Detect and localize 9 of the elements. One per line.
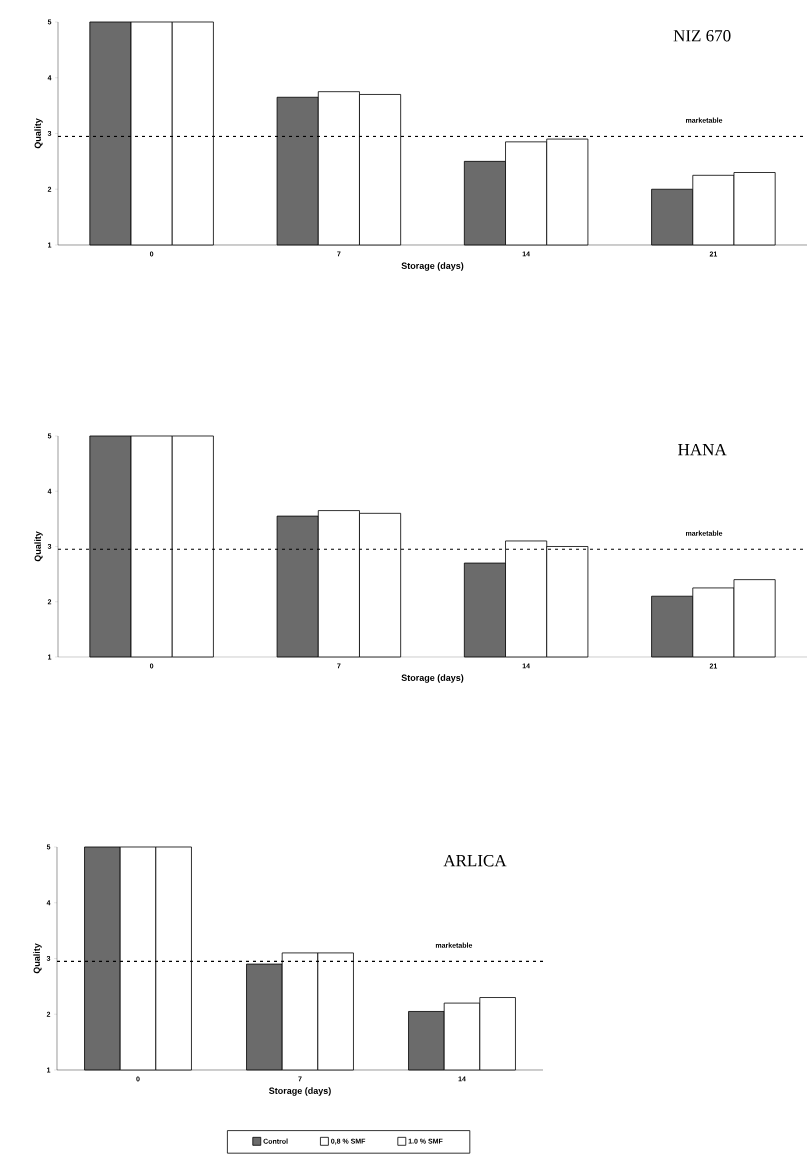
y-axis-title: Quality (34, 118, 43, 149)
y-axis-title: Quality (34, 531, 43, 562)
chart-title: ARLICA (443, 854, 507, 867)
x-axis-title: Storage (days) (401, 674, 464, 683)
chart-title: NIZ 670 (673, 29, 731, 42)
x-axis-title: Storage (days) (269, 1087, 331, 1096)
x-axis-title: Storage (days) (401, 262, 464, 271)
y-axis-title: Quality (33, 943, 42, 974)
chart-title: HANA (678, 443, 727, 456)
